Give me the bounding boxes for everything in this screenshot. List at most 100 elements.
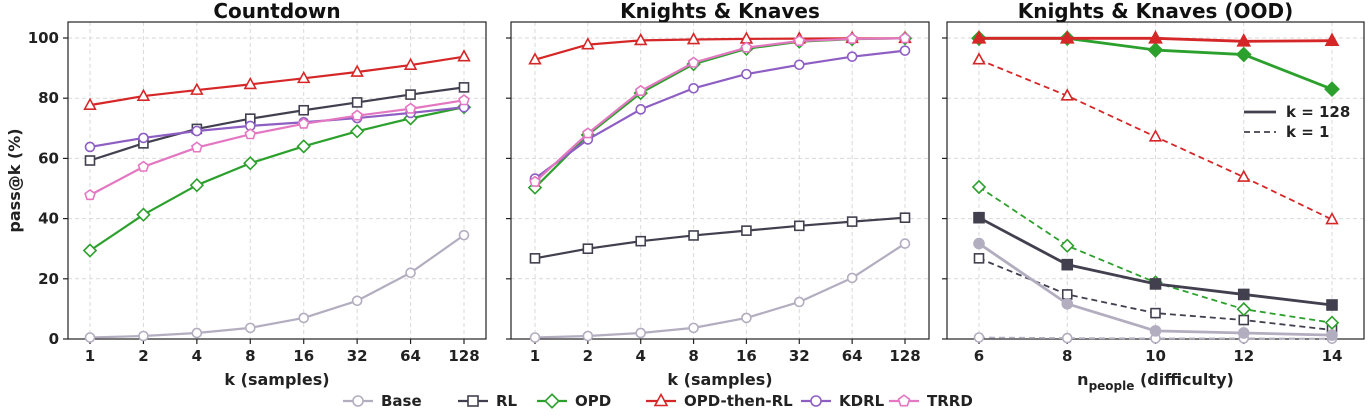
- data-point: [1236, 301, 1251, 317]
- data-point: [740, 41, 753, 53]
- legend-label: RL: [496, 392, 518, 410]
- x-axis-label-sub: people: [1089, 379, 1135, 393]
- x-tick-label: 32: [789, 347, 810, 365]
- series-kdrl: [529, 45, 911, 184]
- axes-frame: [67, 21, 487, 340]
- data-point: [793, 59, 805, 71]
- data-point: [635, 104, 647, 115]
- data-point: [899, 45, 911, 56]
- data-point: [349, 124, 365, 139]
- data-point: [350, 64, 364, 77]
- data-point: [973, 253, 985, 264]
- data-point: [846, 32, 859, 44]
- legend-item-opd-then-rl: OPD-then-RL: [646, 392, 793, 410]
- data-point: [1324, 32, 1340, 47]
- data-point: [405, 267, 416, 279]
- series-line: [534, 37, 906, 183]
- x-tick-label: 4: [192, 347, 202, 365]
- series-line: [89, 106, 465, 149]
- series-line: [89, 106, 465, 252]
- series-rl: [529, 212, 911, 264]
- data-point: [686, 31, 701, 45]
- legend-item-base: Base: [343, 392, 422, 410]
- x-tick-label: 10: [1145, 347, 1166, 365]
- series-line: [89, 55, 465, 107]
- series-rl-k128: [973, 211, 1338, 311]
- series-base: [84, 229, 470, 343]
- x-tick-label: 2: [138, 347, 148, 365]
- data-point: [243, 76, 258, 90]
- series-line: [534, 216, 906, 260]
- data-point: [529, 332, 541, 343]
- panel-title: Knights & Knaves (OOD): [1018, 0, 1294, 23]
- x-tick-label: 1: [530, 347, 540, 365]
- data-point: [793, 34, 806, 47]
- data-point: [298, 312, 310, 324]
- data-point: [1324, 81, 1340, 98]
- data-point: [296, 139, 311, 154]
- data-point: [687, 56, 700, 68]
- series-rl-k1: [973, 253, 1338, 336]
- data-point: [1236, 33, 1252, 47]
- data-point: [633, 32, 648, 46]
- data-point: [971, 179, 987, 195]
- data-point: [82, 243, 98, 258]
- data-point: [582, 330, 594, 342]
- y-tick-label: 100: [28, 29, 59, 47]
- legend-marker: [352, 395, 364, 407]
- data-point: [1238, 314, 1250, 326]
- data-point: [138, 132, 149, 144]
- series-opd-then-rl-k128: [971, 30, 1340, 47]
- data-point: [973, 332, 985, 343]
- x-axis-label: npeople (difficulty): [1077, 370, 1234, 393]
- data-point: [741, 225, 752, 236]
- data-point: [351, 109, 364, 121]
- legend-label: OPD: [575, 392, 611, 410]
- data-point: [1237, 288, 1250, 301]
- data-point: [1149, 325, 1162, 337]
- data-point: [899, 32, 911, 44]
- panel-title: Countdown: [213, 0, 340, 23]
- data-point: [1061, 289, 1073, 300]
- x-tick-label: 8: [1062, 347, 1072, 365]
- data-point: [190, 82, 204, 95]
- data-point: [635, 327, 647, 339]
- legend-label: Base: [381, 392, 422, 410]
- data-point: [1148, 129, 1163, 142]
- y-tick-label: 80: [38, 89, 59, 107]
- y-tick-label: 0: [49, 330, 59, 348]
- legend-marker: [810, 395, 822, 407]
- data-point: [1147, 42, 1164, 58]
- data-point: [190, 141, 203, 153]
- data-point: [244, 128, 257, 140]
- data-point: [528, 52, 542, 65]
- data-point: [189, 177, 205, 193]
- series-opd-then-rl: [83, 49, 471, 110]
- data-point: [582, 243, 594, 254]
- legend-item-opd: OPD: [537, 392, 611, 410]
- data-point: [973, 211, 985, 224]
- data-point: [1148, 30, 1163, 44]
- x-axis-label-main: n: [1077, 370, 1088, 389]
- panel-2: 1 2 4 8 16 32 64 128 Knights & Knaves k (samples): [506, 0, 930, 389]
- legend-item-trrd: TRRD: [889, 392, 973, 410]
- data-point: [457, 49, 471, 62]
- data-point: [1061, 297, 1074, 310]
- x-tick-label: 14: [1322, 347, 1343, 365]
- data-point: [1326, 329, 1338, 341]
- x-axis-label: k (samples): [224, 370, 329, 389]
- data-point: [899, 212, 911, 223]
- series-base: [529, 238, 911, 343]
- data-point: [688, 82, 699, 94]
- x-tick-label: 128: [889, 347, 920, 365]
- y-axis-label: pass@k (%): [5, 128, 24, 232]
- data-point: [138, 330, 149, 342]
- data-point: [1150, 307, 1161, 319]
- data-point: [741, 312, 752, 324]
- data-point: [1237, 327, 1250, 339]
- data-point: [458, 94, 470, 106]
- data-point: [84, 332, 96, 343]
- data-point: [793, 296, 805, 308]
- data-point: [688, 322, 699, 334]
